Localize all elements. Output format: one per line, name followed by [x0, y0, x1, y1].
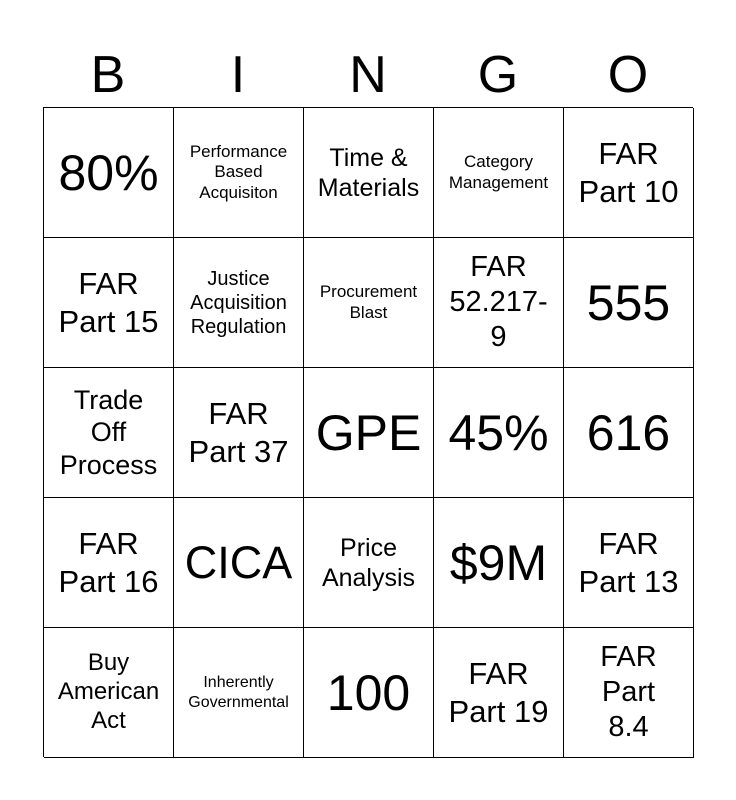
bingo-cell[interactable]: FAR Part 37	[174, 368, 304, 498]
header-letter-b: B	[90, 46, 126, 104]
bingo-grid: 80% Performance Based Acquisiton Time & Ma…	[43, 107, 694, 758]
bingo-cell[interactable]: FAR Part 16	[44, 498, 174, 628]
bingo-cell[interactable]: Price Analysis	[304, 498, 434, 628]
bingo-cell[interactable]: Procurement Blast	[304, 238, 434, 368]
bingo-cell[interactable]: 45%	[434, 368, 564, 498]
bingo-cell[interactable]: FAR Part 15	[44, 238, 174, 368]
bingo-cell[interactable]: $9M	[434, 498, 564, 628]
header-letter-i: I	[230, 46, 246, 104]
bingo-cell[interactable]: 555	[564, 238, 694, 368]
bingo-cell[interactable]: Performance Based Acquisiton	[174, 108, 304, 238]
bingo-cell[interactable]: 616	[564, 368, 694, 498]
bingo-cell[interactable]: Justice Acquisition Regulation	[174, 238, 304, 368]
bingo-cell[interactable]: FAR Part 10	[564, 108, 694, 238]
bingo-cell[interactable]: Inherently Governmental	[174, 628, 304, 758]
bingo-cell[interactable]: CICA	[174, 498, 304, 628]
bingo-cell[interactable]: GPE	[304, 368, 434, 498]
bingo-cell[interactable]: FAR Part 8.4	[564, 628, 694, 758]
bingo-header: B I N G O	[43, 40, 693, 110]
bingo-cell[interactable]: 100	[304, 628, 434, 758]
header-letter-n: N	[349, 46, 387, 104]
header-letter-g: G	[477, 46, 519, 104]
bingo-cell[interactable]: 80%	[44, 108, 174, 238]
bingo-cell[interactable]: Buy American Act	[44, 628, 174, 758]
bingo-cell[interactable]: FAR 52.217- 9	[434, 238, 564, 368]
bingo-cell[interactable]: Time & Materials	[304, 108, 434, 238]
bingo-cell[interactable]: FAR Part 13	[564, 498, 694, 628]
bingo-cell[interactable]: FAR Part 19	[434, 628, 564, 758]
header-letter-o: O	[607, 46, 649, 104]
bingo-cell[interactable]: Trade Off Process	[44, 368, 174, 498]
bingo-cell[interactable]: Category Management	[434, 108, 564, 238]
